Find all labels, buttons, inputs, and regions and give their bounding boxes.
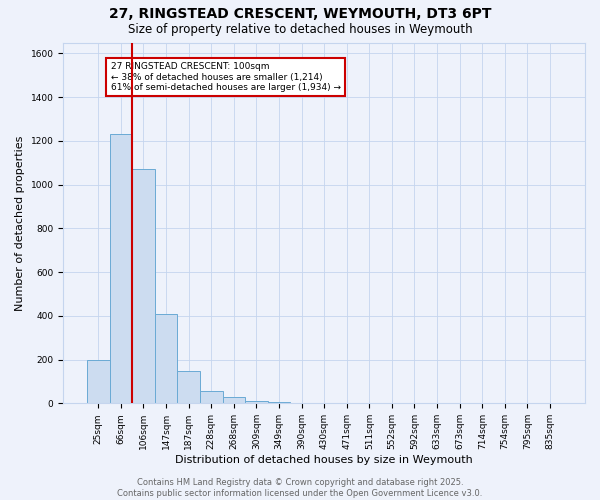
Bar — [132, 170, 155, 404]
Text: Contains HM Land Registry data © Crown copyright and database right 2025.
Contai: Contains HM Land Registry data © Crown c… — [118, 478, 482, 498]
Bar — [155, 314, 178, 404]
Bar — [245, 401, 268, 404]
Text: 27 RINGSTEAD CRESCENT: 100sqm
← 38% of detached houses are smaller (1,214)
61% o: 27 RINGSTEAD CRESCENT: 100sqm ← 38% of d… — [111, 62, 341, 92]
Text: 27, RINGSTEAD CRESCENT, WEYMOUTH, DT3 6PT: 27, RINGSTEAD CRESCENT, WEYMOUTH, DT3 6P… — [109, 8, 491, 22]
Bar — [268, 402, 290, 404]
Bar — [110, 134, 132, 404]
Bar — [87, 360, 110, 404]
Text: Size of property relative to detached houses in Weymouth: Size of property relative to detached ho… — [128, 22, 472, 36]
Bar — [178, 370, 200, 404]
Bar — [200, 392, 223, 404]
Y-axis label: Number of detached properties: Number of detached properties — [15, 135, 25, 310]
X-axis label: Distribution of detached houses by size in Weymouth: Distribution of detached houses by size … — [175, 455, 473, 465]
Bar — [223, 397, 245, 404]
